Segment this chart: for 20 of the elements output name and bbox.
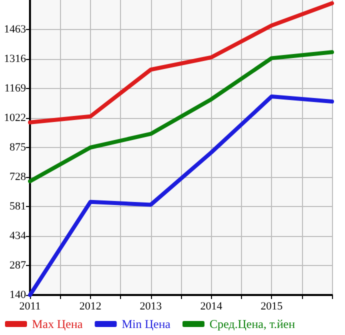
line-series bbox=[28, 1, 334, 124]
y-tick-label: 1316 bbox=[4, 53, 26, 65]
x-tick-label: 2012 bbox=[79, 300, 102, 312]
legend-label: Min Цена bbox=[122, 317, 172, 331]
y-tick-label: 140 bbox=[10, 289, 26, 301]
y-tick-label: 728 bbox=[10, 171, 26, 183]
x-tick-label: 2015 bbox=[260, 300, 284, 312]
y-tick-label: 875 bbox=[10, 142, 26, 154]
legend-label: Max Цена bbox=[32, 317, 84, 331]
line-series bbox=[28, 50, 334, 184]
x-tick-label: 2014 bbox=[200, 300, 223, 312]
y-tick-label: 1463 bbox=[4, 24, 26, 36]
y-tick-label: 287 bbox=[10, 260, 26, 272]
y-tick-label: 434 bbox=[10, 230, 26, 242]
y-tick-label: 1022 bbox=[4, 112, 26, 124]
legend-label: Сред.Цена, т.йен bbox=[209, 317, 296, 331]
y-tick-label: 1169 bbox=[4, 82, 26, 94]
y-tick-label: 581 bbox=[10, 200, 26, 212]
x-tick-label: 2011 bbox=[19, 300, 41, 312]
x-tick-label: 2013 bbox=[140, 300, 162, 312]
